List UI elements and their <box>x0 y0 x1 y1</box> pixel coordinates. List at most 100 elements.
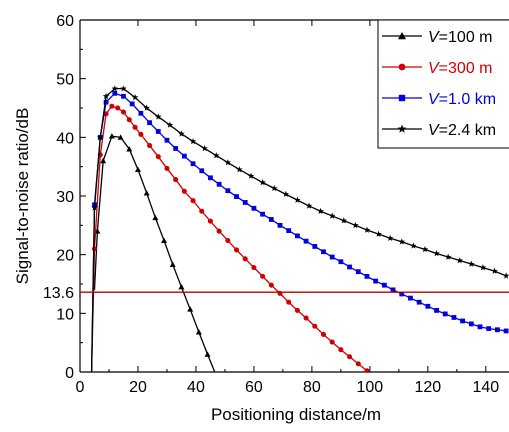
legend-item: V=1.0 km <box>382 91 496 108</box>
data-point <box>204 351 211 357</box>
y-tick-label: 0 <box>65 365 74 382</box>
data-point <box>251 205 257 211</box>
legend-item: V=300 m <box>382 60 492 77</box>
data-point <box>91 246 98 252</box>
data-point <box>91 204 98 211</box>
x-tick-label: 120 <box>414 379 441 396</box>
data-point <box>189 137 197 145</box>
data-point <box>425 303 431 309</box>
data-point <box>320 331 327 338</box>
data-point <box>364 368 370 372</box>
data-point <box>242 256 248 262</box>
legend-label: V=2.4 km <box>428 122 496 139</box>
data-point <box>421 245 429 253</box>
data-point <box>178 283 185 290</box>
data-point <box>502 272 509 279</box>
axes-layer: 0 20 40 60 80 100 120 140 0 10 20 30 40 50 60 <box>56 13 499 396</box>
legend-item: V=2.4 km <box>382 122 496 139</box>
data-point <box>155 154 161 160</box>
data-point <box>495 327 500 333</box>
data-point <box>491 267 498 274</box>
data-point <box>109 103 115 109</box>
data-point <box>112 90 118 96</box>
data-point <box>259 179 266 186</box>
data-point <box>398 238 406 245</box>
series-line <box>93 135 216 372</box>
data-point <box>416 299 422 305</box>
data-point <box>352 221 359 229</box>
data-point <box>201 145 208 152</box>
legend: V=100 m V=300 m V=1.0 km V=2.4 km <box>377 19 509 149</box>
data-point <box>121 93 126 99</box>
data-point <box>181 188 187 194</box>
x-tick-label: 0 <box>76 379 85 396</box>
data-point <box>433 250 440 257</box>
data-point <box>190 161 196 167</box>
data-point <box>120 85 127 92</box>
data-point <box>103 99 109 105</box>
data-point <box>398 94 406 102</box>
data-point <box>195 329 202 335</box>
data-point <box>363 226 371 233</box>
data-point <box>173 177 179 183</box>
data-point <box>161 237 168 243</box>
data-point <box>398 63 406 71</box>
y-tick-label: 10 <box>56 306 74 323</box>
data-point <box>312 323 318 329</box>
data-point <box>225 188 231 194</box>
data-point <box>234 194 239 199</box>
threshold-layer: 13.6 <box>43 285 509 302</box>
x-tick-label: 140 <box>472 379 499 396</box>
series-1 <box>93 133 216 372</box>
data-point <box>169 261 176 268</box>
legend-box <box>377 19 509 149</box>
data-point <box>181 153 187 159</box>
data-point <box>260 273 266 279</box>
series-4 <box>90 85 509 372</box>
data-point <box>294 233 300 239</box>
data-point <box>364 273 370 279</box>
threshold-label: 13.6 <box>43 285 74 302</box>
data-point <box>391 389 396 394</box>
data-point <box>147 142 153 149</box>
data-point <box>386 234 394 242</box>
data-point <box>143 190 150 196</box>
data-point <box>434 308 439 313</box>
data-point <box>129 101 135 107</box>
data-point <box>286 228 292 234</box>
data-point <box>456 257 463 264</box>
data-point <box>187 306 194 312</box>
data-point <box>477 324 483 330</box>
data-point <box>251 265 257 271</box>
data-point <box>347 264 352 270</box>
data-point <box>329 339 335 345</box>
data-point <box>166 121 174 128</box>
data-point <box>120 109 127 115</box>
series-3 <box>90 90 509 372</box>
data-point <box>207 218 213 224</box>
data-point <box>108 133 115 139</box>
data-point <box>225 238 231 244</box>
legend-label: V=1.0 km <box>428 91 496 108</box>
data-point <box>355 269 361 275</box>
y-axis-title: Signal-to-noise ratio/dB <box>13 108 32 285</box>
data-point <box>460 318 466 324</box>
data-point <box>131 93 139 101</box>
data-point <box>294 196 301 203</box>
data-point <box>190 198 196 204</box>
data-point <box>117 134 124 140</box>
data-point <box>468 260 475 267</box>
data-point <box>173 146 179 151</box>
x-tick-label: 60 <box>245 379 263 396</box>
data-point <box>303 315 309 321</box>
data-point <box>442 311 448 317</box>
data-point <box>321 249 326 255</box>
data-point <box>312 244 318 249</box>
data-point <box>503 328 509 334</box>
x-axis-title: Positioning distance/m <box>211 405 381 424</box>
data-point <box>126 117 132 123</box>
x-tick-label: 20 <box>129 379 147 396</box>
legend-label: V=300 m <box>428 60 492 77</box>
data-point <box>468 321 474 327</box>
